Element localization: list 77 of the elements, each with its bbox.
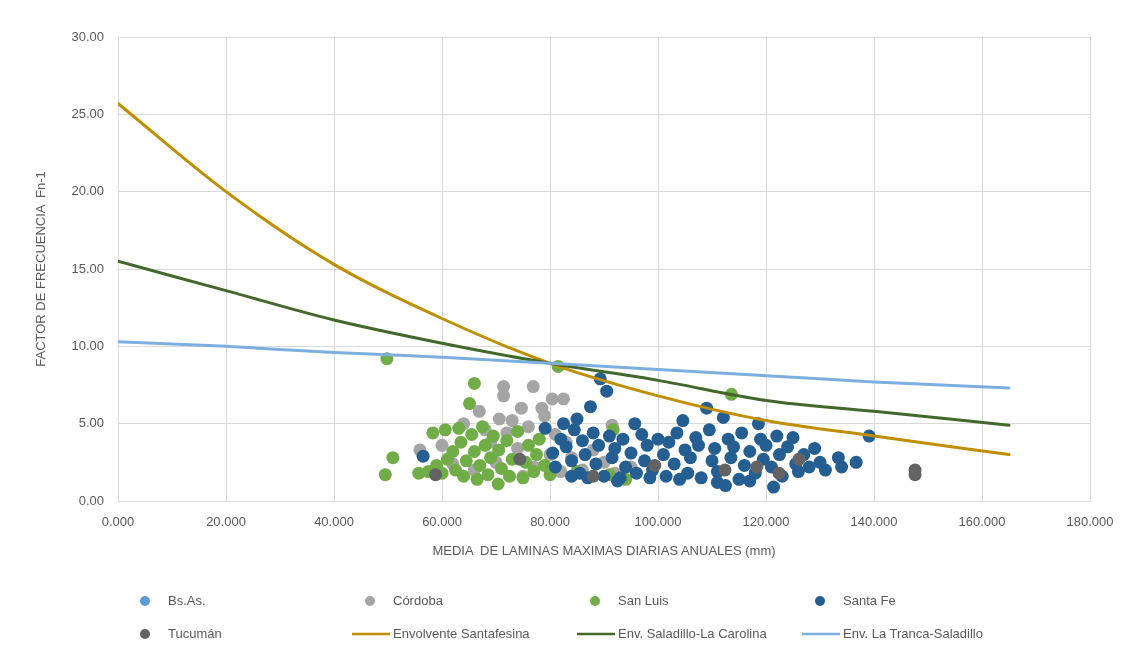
point bbox=[532, 432, 546, 446]
point bbox=[484, 451, 498, 465]
point bbox=[513, 452, 527, 466]
legend-label: Tucumán bbox=[168, 625, 222, 641]
point bbox=[470, 472, 484, 486]
point bbox=[454, 435, 468, 449]
point bbox=[446, 445, 460, 459]
point bbox=[467, 445, 481, 459]
y-tick-label: 10.00 bbox=[71, 337, 104, 353]
x-tick-label: 20.000 bbox=[206, 514, 246, 530]
y-tick-label: 25.00 bbox=[71, 105, 104, 121]
point bbox=[465, 427, 479, 441]
y-axis-title: FACTOR DE FRECUENCIA Fn-1 bbox=[33, 171, 49, 367]
point bbox=[492, 443, 506, 457]
point bbox=[521, 420, 535, 434]
point bbox=[511, 424, 525, 438]
point bbox=[492, 412, 506, 426]
point bbox=[514, 401, 528, 415]
point bbox=[435, 438, 449, 452]
point bbox=[545, 392, 559, 406]
x-tick-label: 40.000 bbox=[314, 514, 354, 530]
point bbox=[500, 434, 514, 448]
point bbox=[718, 463, 732, 477]
line-series bbox=[118, 340, 1011, 390]
point bbox=[478, 438, 492, 452]
point bbox=[538, 409, 552, 423]
point bbox=[452, 421, 466, 435]
legend-label: Env. La Tranca-Saladillo bbox=[843, 625, 983, 641]
point bbox=[463, 397, 477, 411]
point bbox=[530, 448, 543, 462]
point bbox=[505, 414, 519, 428]
y-tick-label: 0.00 bbox=[78, 492, 104, 508]
point bbox=[473, 458, 487, 472]
legend-label: Bs.As. bbox=[168, 592, 206, 608]
point bbox=[586, 469, 600, 483]
point bbox=[526, 380, 540, 394]
point bbox=[527, 465, 541, 479]
point bbox=[438, 423, 452, 437]
x-tick-label: 160.000 bbox=[958, 514, 1006, 530]
legend-label: Santa Fe bbox=[843, 592, 896, 608]
point bbox=[792, 452, 806, 466]
point bbox=[497, 389, 511, 403]
point bbox=[491, 477, 505, 491]
point bbox=[378, 468, 392, 482]
line-series bbox=[118, 102, 1011, 457]
point bbox=[481, 468, 495, 482]
x-tick-label: 180.000 bbox=[1066, 514, 1114, 530]
point bbox=[426, 426, 440, 440]
legend-label: Envolvente Santafesina bbox=[393, 625, 531, 641]
point bbox=[486, 429, 500, 443]
point bbox=[494, 462, 508, 476]
x-tick-label: 120.000 bbox=[742, 514, 790, 530]
x-axis-title: MEDIA DE LAMINAS MAXIMAS DIARIAS ANUALES (mm) bbox=[432, 542, 776, 558]
y-tick-label: 15.00 bbox=[71, 260, 104, 276]
x-tick-label: 140.000 bbox=[850, 514, 898, 530]
x-tick-label: 0.000 bbox=[101, 514, 135, 530]
y-tick-label: 30.00 bbox=[71, 28, 104, 44]
point bbox=[429, 468, 443, 482]
point bbox=[503, 469, 516, 483]
point bbox=[457, 469, 471, 483]
line-series bbox=[118, 259, 1011, 427]
point bbox=[459, 454, 473, 468]
point bbox=[521, 438, 535, 452]
point bbox=[557, 392, 570, 406]
x-tick-label: 100.000 bbox=[634, 514, 682, 530]
legend-label: San Luis bbox=[618, 592, 670, 608]
y-tick-label: 5.00 bbox=[78, 415, 104, 431]
x-tick-label: 60.000 bbox=[422, 514, 462, 530]
point bbox=[648, 458, 662, 472]
point bbox=[750, 460, 764, 474]
point bbox=[467, 376, 481, 390]
y-tick-label: 20.00 bbox=[71, 183, 104, 199]
point bbox=[472, 404, 486, 418]
legend-label: Env. Saladillo-La Carolina bbox=[618, 625, 768, 641]
point bbox=[386, 451, 400, 465]
legend-label: Córdoba bbox=[393, 592, 444, 608]
x-tick-label: 80.000 bbox=[530, 514, 570, 530]
